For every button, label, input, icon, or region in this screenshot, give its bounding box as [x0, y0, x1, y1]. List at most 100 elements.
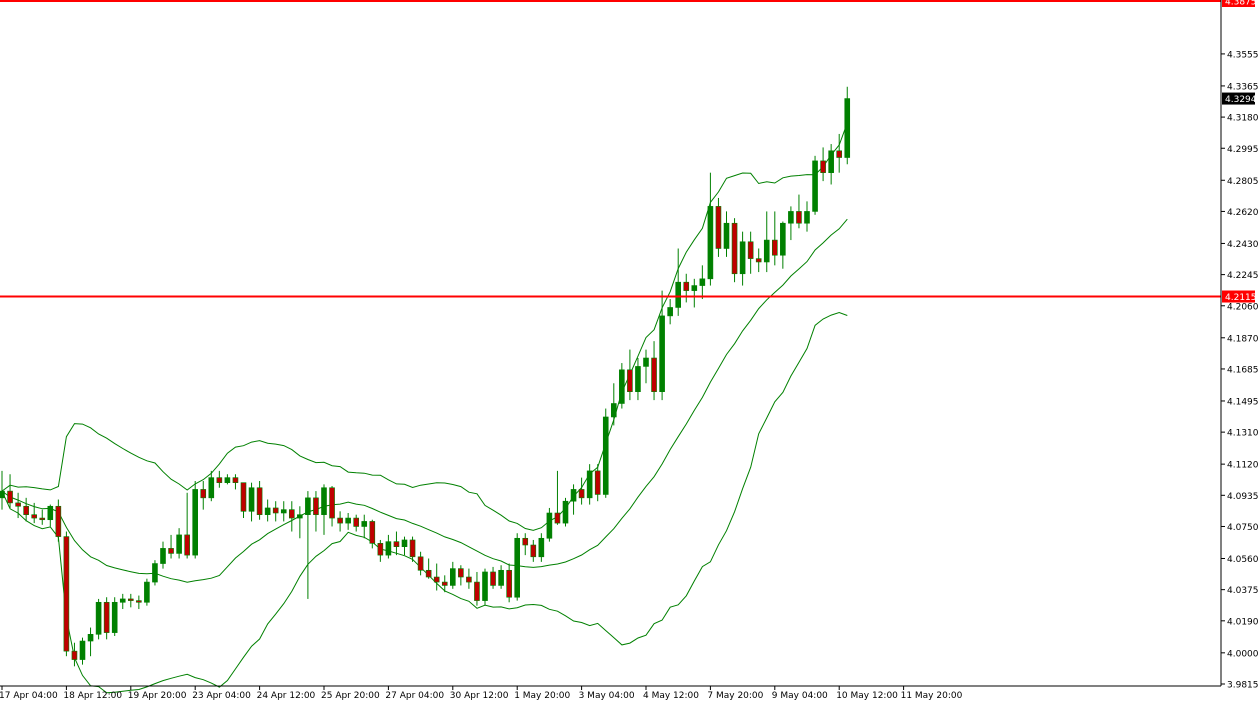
candle — [715, 197, 722, 257]
candle — [111, 597, 118, 636]
candle — [498, 565, 504, 589]
candle-body — [313, 497, 319, 515]
candle — [836, 133, 843, 173]
candle-body — [530, 544, 537, 558]
time-tick-label: 11 May 20:00 — [901, 691, 963, 701]
candle — [627, 349, 633, 401]
candle — [441, 575, 448, 593]
candle — [385, 534, 392, 559]
price-line-label-bg — [1222, 0, 1255, 7]
candle — [546, 507, 553, 542]
candle — [256, 480, 263, 520]
candle-body — [192, 489, 198, 556]
candle — [683, 273, 690, 303]
candle — [594, 464, 601, 502]
candle-body — [256, 487, 263, 515]
candle-body — [731, 222, 738, 275]
candle-body — [458, 568, 464, 578]
bollinger-upper-line — [1, 122, 848, 531]
candle-body — [409, 539, 416, 558]
candle-body — [176, 534, 182, 554]
candle — [538, 533, 545, 562]
candle-body — [836, 150, 843, 158]
candle — [425, 558, 432, 579]
candle-body — [715, 206, 722, 249]
candle-body — [627, 369, 633, 392]
candle-body — [55, 505, 62, 537]
candle — [514, 533, 521, 601]
candle — [619, 363, 625, 409]
candle-body — [160, 548, 166, 564]
candle — [176, 528, 182, 559]
candle — [522, 533, 529, 556]
candle — [369, 519, 376, 549]
candle — [280, 501, 287, 522]
candle — [796, 194, 802, 229]
candle-body — [200, 489, 207, 499]
candle-series — [0, 86, 851, 667]
price-tick-label: 4.2620 — [1227, 208, 1259, 218]
price-tick-label: 4.0375 — [1227, 586, 1259, 596]
candle-body — [538, 537, 545, 558]
candle-body — [747, 241, 754, 259]
candle — [763, 211, 770, 273]
candle — [200, 480, 207, 510]
candle — [458, 565, 464, 586]
time-tick-label: 9 May 04:00 — [772, 691, 828, 701]
price-tick-label: 4.0190 — [1227, 617, 1259, 627]
candle-body — [441, 581, 448, 586]
candle — [844, 86, 851, 165]
candle-body — [288, 509, 295, 519]
candle — [578, 477, 585, 505]
candle — [554, 470, 561, 525]
candle-body — [812, 160, 818, 212]
candle-body — [739, 241, 746, 275]
candle — [0, 470, 5, 510]
candle — [128, 593, 134, 608]
candle — [232, 474, 239, 490]
candle-body — [168, 548, 174, 554]
candle-body — [763, 239, 770, 263]
candle-body — [683, 281, 690, 291]
candle — [820, 147, 826, 182]
candle — [55, 499, 62, 542]
candle — [337, 511, 343, 532]
candle — [321, 484, 327, 535]
price-tick-label: 4.1495 — [1227, 397, 1259, 407]
candle-body — [796, 211, 802, 224]
bollinger-bands — [1, 122, 848, 694]
candle — [699, 265, 706, 300]
candle-body — [546, 512, 553, 539]
candle — [610, 383, 617, 426]
candle — [731, 218, 738, 283]
candle-body — [224, 477, 231, 483]
candle-body — [297, 514, 303, 519]
price-markers: 4.3875 4.2115 4.3294 — [1222, 0, 1257, 303]
time-tick-label: 7 May 20:00 — [707, 691, 763, 701]
candle — [224, 474, 231, 485]
candle — [31, 502, 38, 524]
price-tick-label: 4.3365 — [1227, 82, 1259, 92]
candle — [47, 504, 54, 527]
candle — [39, 509, 46, 525]
candle-body — [305, 497, 311, 515]
candle — [651, 341, 657, 401]
candle-body — [474, 581, 480, 601]
candle — [7, 474, 13, 508]
candle — [659, 290, 665, 401]
candle — [417, 551, 424, 576]
candle-body — [272, 507, 279, 514]
candle-body — [651, 357, 657, 392]
current-price-label: 4.3294 — [1225, 95, 1257, 105]
candle-body — [7, 490, 13, 504]
candle — [490, 566, 496, 589]
candle-body — [691, 285, 698, 291]
candle-body — [95, 601, 102, 635]
candle-body — [216, 477, 223, 483]
candle — [771, 211, 778, 266]
candle — [71, 642, 78, 667]
candle — [152, 560, 158, 586]
price-tick-label: 4.0560 — [1227, 555, 1259, 565]
price-tick-label: 4.2430 — [1227, 240, 1259, 250]
candle-body — [337, 517, 343, 524]
